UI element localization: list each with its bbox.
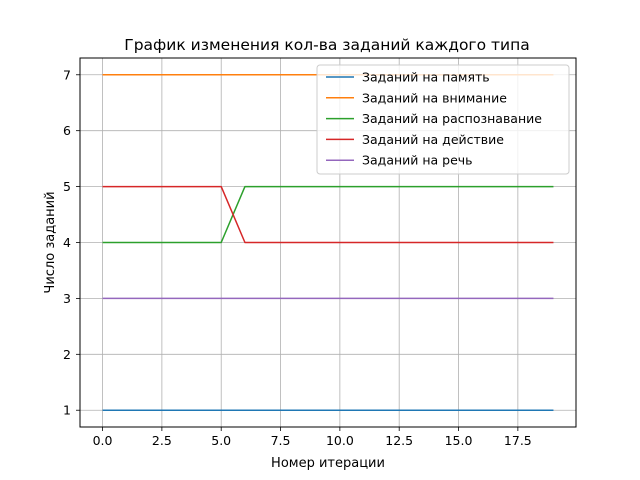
y-axis-label: Число заданий bbox=[43, 191, 58, 293]
x-tick-label: 12.5 bbox=[385, 433, 413, 448]
y-tick-label: 6 bbox=[63, 123, 71, 138]
legend-label-4: Заданий на действие bbox=[362, 132, 504, 147]
legend-label-1: Заданий на память bbox=[362, 70, 490, 85]
y-tick-label: 1 bbox=[63, 403, 71, 418]
legend-box bbox=[316, 64, 570, 175]
series-line-4 bbox=[102, 185, 554, 244]
y-tick-label: 2 bbox=[63, 347, 71, 362]
legend-label-2: Заданий на внимание bbox=[362, 90, 507, 105]
legend-label-3: Заданий на распознавание bbox=[362, 111, 542, 126]
x-tick-label: 15.0 bbox=[445, 433, 473, 448]
y-tick-label: 4 bbox=[63, 235, 71, 250]
x-axis-ticks: 0.0 2.5 5.0 7.5 10.0 12.5 15.0 17.5 bbox=[93, 427, 532, 448]
chart-title: График изменения кол-ва заданий каждого … bbox=[124, 36, 529, 54]
y-tick-label: 7 bbox=[63, 67, 71, 82]
y-tick-label: 3 bbox=[63, 291, 71, 306]
x-tick-label: 0.0 bbox=[93, 433, 113, 448]
x-tick-label: 2.5 bbox=[152, 433, 172, 448]
x-axis-label: Номер итерации bbox=[271, 456, 385, 471]
legend: Заданий на память Заданий на внимание Зада… bbox=[316, 64, 570, 175]
x-tick-label: 17.5 bbox=[504, 433, 532, 448]
legend-label-5: Заданий на речь bbox=[362, 153, 473, 168]
y-axis-ticks: 1 2 3 4 5 6 7 bbox=[63, 67, 80, 418]
y-tick-label: 5 bbox=[63, 179, 71, 194]
series-line-3 bbox=[102, 185, 554, 244]
x-tick-label: 7.5 bbox=[271, 433, 291, 448]
x-tick-label: 5.0 bbox=[211, 433, 231, 448]
x-tick-label: 10.0 bbox=[326, 433, 354, 448]
